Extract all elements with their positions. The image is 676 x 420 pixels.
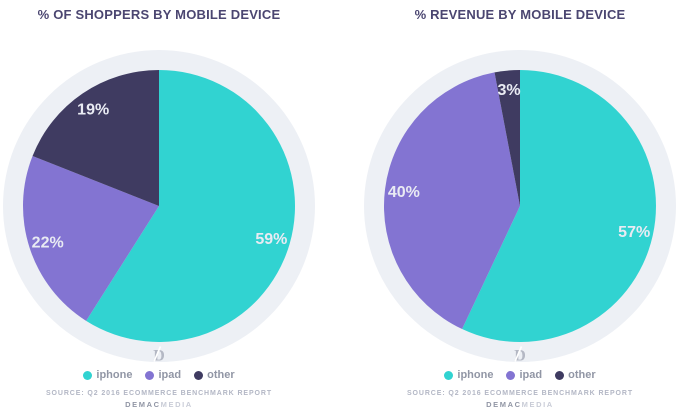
legend-item-ipad: ipad [506, 369, 542, 381]
pie-slice-iphone [462, 70, 656, 342]
pie-slice-iphone [86, 70, 296, 342]
brand-text: DEMACMEDIA [363, 400, 676, 409]
legend-label-iphone: iphone [457, 369, 494, 381]
legend-label-other: other [568, 369, 596, 381]
brand-light: MEDIA [160, 400, 193, 409]
pie-slice-ipad [383, 72, 520, 330]
colored-dot-icon [444, 370, 454, 380]
brand-dark: DEMAC [125, 400, 161, 409]
demac-media-d-logo: D [514, 346, 526, 363]
legend-item-other: other [194, 369, 235, 381]
legend-revenue: iphone ipad other [363, 369, 676, 381]
slice-value-label-iphone: 57% [618, 224, 650, 241]
slice-value-label-ipad: 40% [388, 184, 420, 201]
pie-slice-other [32, 70, 159, 206]
slice-value-label-other: 19% [77, 102, 109, 119]
svg-text:D: D [514, 348, 526, 363]
colored-dot-icon [194, 370, 204, 380]
demac-media-d-logo: D [153, 346, 165, 363]
source-text: SOURCE: Q2 2016 ECOMMERCE BENCHMARK REPO… [45, 390, 273, 397]
colored-dot-icon [145, 370, 155, 380]
legend-label-other: other [207, 369, 235, 381]
pie-chart-revenue: 57% 40% 3% D [364, 50, 676, 362]
brand-text: DEMACMEDIA [2, 400, 316, 409]
brand-light: MEDIA [521, 400, 554, 409]
colored-dot-icon [506, 370, 516, 380]
legend-label-ipad: ipad [519, 369, 543, 381]
pie-chart-shoppers: 59% 22% 19% D [3, 50, 315, 362]
slice-value-label-ipad: 22% [32, 235, 64, 252]
brand-dark: DEMAC [486, 400, 522, 409]
legend-item-iphone: iphone [444, 369, 493, 381]
colored-dot-icon [555, 370, 565, 380]
legend-shoppers: iphone ipad other [2, 369, 316, 381]
legend-item-ipad: ipad [145, 369, 181, 381]
chart-title-shoppers: % OF SHOPPERS BY MOBILE DEVICE [37, 7, 281, 22]
chart-title-revenue: % REVENUE BY MOBILE DEVICE [414, 7, 626, 22]
legend-label-ipad: ipad [158, 369, 182, 381]
slice-value-label-iphone: 59% [255, 231, 287, 248]
slice-value-label-other: 3% [497, 82, 520, 99]
pie-svg-revenue: 57% 40% 3% D [364, 50, 676, 362]
legend-label-iphone: iphone [96, 369, 133, 381]
svg-text:D: D [153, 348, 165, 363]
revenue-chart-panel: % REVENUE BY MOBILE DEVICE 57% 40% 3% D iph… [363, 0, 676, 420]
pie-svg-shoppers: 59% 22% 19% D [3, 50, 315, 362]
legend-item-other: other [555, 369, 596, 381]
source-text: SOURCE: Q2 2016 ECOMMERCE BENCHMARK REPO… [406, 390, 634, 397]
pie-slice-ipad [23, 155, 159, 321]
colored-dot-icon [83, 370, 93, 380]
pie-slice-other [494, 70, 520, 206]
shoppers-chart-panel: % OF SHOPPERS BY MOBILE DEVICE 59% 22% 19%… [2, 0, 316, 420]
legend-item-iphone: iphone [83, 369, 132, 381]
